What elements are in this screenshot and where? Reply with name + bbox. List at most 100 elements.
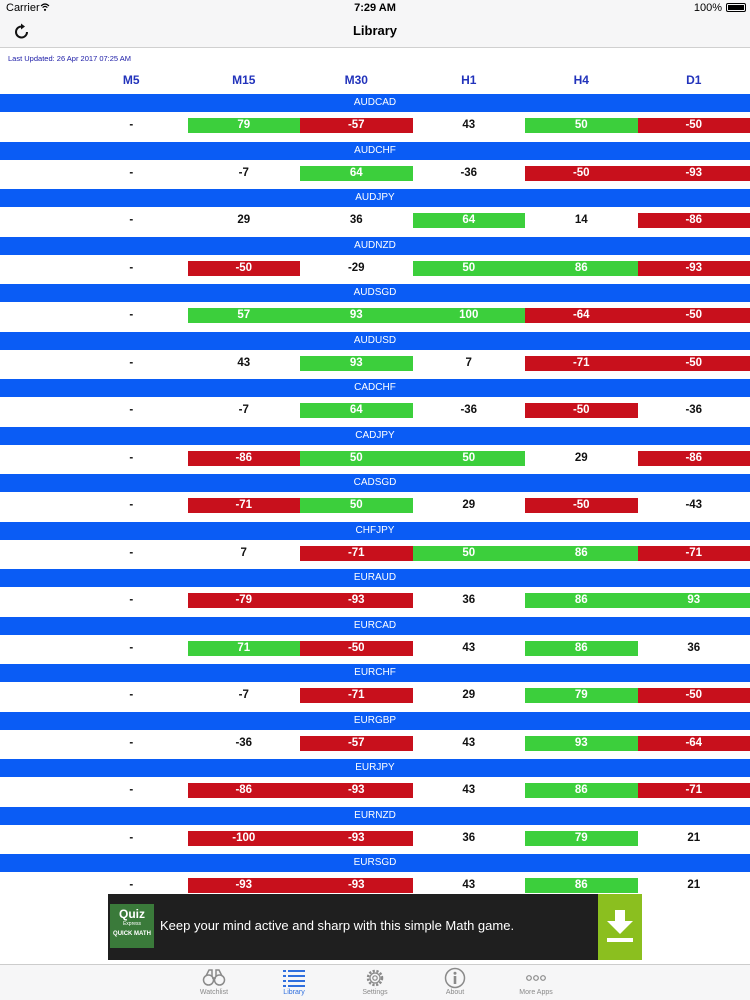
value-cell-h4: 79 — [525, 688, 638, 703]
value-cell-h4: 79 — [525, 830, 638, 846]
value-cell-h1: 29 — [462, 499, 476, 511]
pair-values: - -71 50 29 -50 -43 — [0, 492, 750, 522]
tab-more-apps[interactable]: More Apps — [506, 965, 566, 1000]
value-cell-h1: 50 — [412, 450, 525, 466]
pair-name-band: CADCHF — [0, 379, 750, 397]
more-icon — [526, 975, 546, 981]
value-cell-d1: -36 — [685, 404, 703, 416]
value-cell-d1: -71 — [637, 545, 750, 561]
column-header-m30: M30 — [344, 73, 368, 87]
tab-more-apps-label: More Apps — [519, 989, 553, 996]
value-cell-h4: 86 — [525, 640, 638, 656]
value-cell-h4: -50 — [525, 403, 638, 418]
pair-values: - -86 50 50 29 -86 — [0, 445, 750, 475]
pair-values: - -36 -57 43 93 -64 — [0, 730, 750, 760]
pair-row[interactable]: CHFJPY -7 -71 50 86 -71 — [0, 521, 750, 570]
pair-row[interactable]: EURNZD - -100 -93 36 79 21 — [0, 806, 750, 855]
column-header-m15: M15 — [232, 73, 256, 87]
value-cell-h1: 36 — [462, 594, 476, 606]
navigation-bar: Library — [0, 16, 750, 48]
pair-name-band: AUDUSD — [0, 331, 750, 350]
pair-row[interactable]: AUDJPY - 29 36 64 14 -86 — [0, 189, 750, 237]
pair-values: -7 -71 50 86 -71 — [0, 540, 750, 570]
pair-values: - -93 -93 43 86 21 — [0, 872, 750, 902]
column-header-m5: M5 — [122, 73, 140, 87]
pair-row[interactable]: AUDSGD - 57 93 100 -64 -50 — [0, 284, 750, 332]
pair-row[interactable]: EURCHF - -7 -71 29 79 -50 — [0, 664, 750, 712]
value-cell-m15: -36 — [235, 736, 253, 749]
pair-row[interactable]: CADSGD - -71 50 29 -50 -43 — [0, 474, 750, 522]
pair-row[interactable]: EURJPY - -86 -93 43 86 -71 — [0, 759, 750, 807]
value-cell-m5: - — [129, 546, 134, 559]
pair-name-band: EURAUD — [0, 569, 750, 587]
tab-settings[interactable]: Settings — [345, 965, 405, 1000]
column-header-h4: H4 — [573, 73, 589, 87]
pair-row[interactable]: CADJPY - -86 50 50 29 -86 — [0, 426, 750, 475]
value-cell-m5: - — [129, 119, 134, 131]
refresh-icon[interactable] — [12, 22, 32, 42]
pair-name-band: AUDSGD — [0, 284, 750, 302]
value-cell-m30: -29 — [347, 261, 365, 274]
value-cell-d1: -43 — [685, 499, 703, 511]
tab-about[interactable]: About — [425, 965, 485, 1000]
value-cell-m15: 29 — [237, 214, 251, 226]
value-cell-m5: - — [129, 309, 134, 321]
value-cell-m30: 64 — [300, 403, 413, 418]
tab-watchlist[interactable]: Watchlist — [184, 965, 244, 1000]
pair-values: - -50 -29 50 86 -93 — [0, 255, 750, 285]
value-cell-m5: - — [129, 784, 134, 796]
pair-row[interactable]: EURAUD - -79 -93 36 86 93 — [0, 569, 750, 617]
pair-values: - 57 93 100 -64 -50 — [0, 302, 750, 332]
value-cell-h1: 64 — [412, 213, 525, 228]
last-updated-label: Last Updated: 26 Apr 2017 07:25 AM — [8, 54, 132, 63]
value-cell-d1: -64 — [637, 735, 750, 751]
value-cell-m30: -93 — [300, 783, 413, 798]
value-cell-m30: -71 — [300, 545, 413, 561]
ad-logo-subtitle: Express — [122, 921, 142, 927]
tab-watchlist-label: Watchlist — [199, 989, 229, 996]
value-cell-h4: -50 — [525, 165, 638, 181]
value-cell-m5: - — [129, 736, 134, 749]
value-cell-m5: - — [129, 451, 134, 464]
value-cell-m15: -86 — [187, 450, 300, 466]
gear-icon — [366, 969, 384, 987]
value-cell-m5: - — [129, 166, 134, 179]
download-icon — [607, 910, 633, 942]
status-time: 7:29 AM — [354, 2, 396, 14]
ad-banner[interactable]: Quiz Express QUICK MATH Keep your mind a… — [108, 894, 642, 960]
value-cell-m30: 93 — [300, 308, 413, 323]
value-cell-m15: 7 — [240, 546, 247, 559]
ad-logo-caption: QUICK MATH — [113, 931, 151, 937]
pair-name-band: EURCAD — [0, 616, 750, 635]
pair-row[interactable]: EURGBP - -36 -57 43 93 -64 — [0, 711, 750, 760]
value-cell-m5: - — [129, 404, 134, 416]
value-cell-m5: - — [129, 594, 134, 606]
value-cell-d1: -71 — [637, 783, 750, 798]
pair-row[interactable]: CADCHF - -7 64 -36 -50 -36 — [0, 379, 750, 427]
value-cell-h4: 86 — [525, 783, 638, 798]
tab-library-label: Library — [283, 989, 305, 996]
column-header-row: M5 M15 M30 H1 H4 D1 — [75, 66, 750, 94]
value-cell-h1: 29 — [462, 689, 476, 701]
pair-row[interactable]: AUDCAD - 79 -57 43 50 -50 — [0, 94, 750, 142]
pair-row[interactable]: EURCAD - 71 -50 43 86 36 — [0, 616, 750, 665]
value-cell-h1: 100 — [412, 308, 525, 323]
ad-download-button[interactable] — [598, 894, 642, 960]
value-cell-m5: - — [129, 879, 134, 891]
value-cell-h4: -71 — [525, 355, 638, 371]
value-cell-h4: 50 — [525, 118, 638, 133]
value-cell-m15: -93 — [187, 878, 300, 893]
pair-row[interactable]: AUDCHF - -7 64 -36 -50 -93 — [0, 141, 750, 190]
value-cell-m15: -100 — [187, 830, 300, 846]
pair-row[interactable]: EURSGD - -93 -93 43 86 21 — [0, 854, 750, 902]
value-cell-h1: -36 — [460, 166, 478, 179]
pair-row[interactable]: AUDUSD - 43 93 7 -71 -50 — [0, 331, 750, 380]
value-cell-h1: 50 — [412, 545, 525, 561]
carrier-label: Carrier — [6, 2, 40, 14]
value-cell-m30: 64 — [300, 165, 413, 181]
value-cell-h1: 43 — [462, 784, 476, 796]
value-cell-m15: -7 — [238, 166, 249, 179]
value-cell-m30: -57 — [300, 118, 413, 133]
tab-library[interactable]: Library — [264, 965, 324, 1000]
pair-row[interactable]: AUDNZD - -50 -29 50 86 -93 — [0, 236, 750, 285]
